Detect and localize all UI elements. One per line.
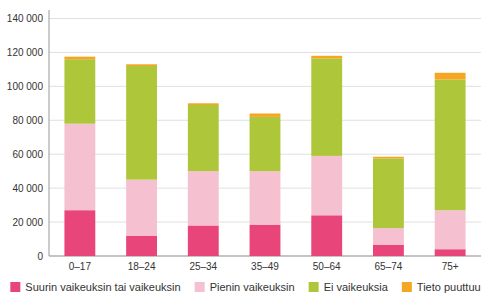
chart: Suurin vaikeuksin tai vaikeuksin Pienin v… <box>0 0 491 302</box>
legend-label: Tieto puuttuu <box>417 281 481 293</box>
legend-item: Suurin vaikeuksin tai vaikeuksin <box>10 281 180 293</box>
bar <box>64 57 95 60</box>
x-tick-label: 35–49 <box>251 261 279 272</box>
y-axis-line <box>49 10 50 256</box>
bar <box>311 56 342 59</box>
page: {"chart_data": {"type": "bar", "stacked"… <box>0 0 491 302</box>
bar <box>188 103 219 105</box>
y-tick-label: 80 000 <box>12 115 43 126</box>
x-tick-label: 0–17 <box>69 261 92 272</box>
x-tick-label: 50–64 <box>313 261 341 272</box>
legend-swatch <box>402 282 412 292</box>
bar <box>126 236 157 256</box>
bar <box>435 210 466 249</box>
series <box>64 58 465 228</box>
legend-label: Pienin vaikeuksin <box>210 281 295 293</box>
bar <box>188 225 219 256</box>
bar <box>126 64 157 66</box>
bar <box>64 124 95 211</box>
x-axis: 0–17 18–24 25–34 35–49 50–64 65–74 75+ <box>69 261 459 272</box>
bar <box>250 171 281 224</box>
grid-line <box>49 52 481 53</box>
y-tick-label: 40 000 <box>12 183 43 194</box>
bar <box>64 59 95 123</box>
y-tick-label: 120 000 <box>7 47 44 58</box>
y-tick-label: 100 000 <box>7 81 44 92</box>
y-tick-label: 20 000 <box>12 217 43 228</box>
y-tick-label: 0 <box>37 251 43 262</box>
legend-swatch <box>10 282 20 292</box>
bar <box>311 215 342 256</box>
bar <box>250 225 281 256</box>
bar <box>126 180 157 236</box>
bar <box>435 73 466 80</box>
bar <box>373 228 404 245</box>
legend-label: Suurin vaikeuksin tai vaikeuksin <box>25 281 180 293</box>
grid-line <box>49 86 481 87</box>
series <box>64 56 465 159</box>
bar <box>373 245 404 256</box>
bar <box>250 113 281 116</box>
grid <box>49 18 481 256</box>
legend-swatch <box>195 282 205 292</box>
x-tick-label: 25–34 <box>189 261 217 272</box>
legend-item: Ei vaikeuksia <box>309 281 389 293</box>
y-axis: 0 20 000 40 000 60 000 80 000 100 000 120 000 1… <box>7 10 481 262</box>
x-tick-label: 18–24 <box>128 261 156 272</box>
grid-line <box>49 18 481 19</box>
bar <box>188 105 219 171</box>
bar <box>435 80 466 211</box>
bars <box>64 56 465 256</box>
bar <box>250 117 281 171</box>
bar <box>311 156 342 215</box>
bar <box>373 158 404 228</box>
legend-item: Pienin vaikeuksin <box>195 281 295 293</box>
bar <box>126 66 157 180</box>
y-tick-label: 60 000 <box>12 149 43 160</box>
x-tick-label: 75+ <box>442 261 459 272</box>
legend-label: Ei vaikeuksia <box>324 281 389 293</box>
legend: Suurin vaikeuksin tai vaikeuksin Pienin v… <box>10 281 480 293</box>
x-tick-label: 65–74 <box>375 261 403 272</box>
bar <box>64 210 95 256</box>
y-tick-label: 140 000 <box>7 13 44 24</box>
legend-swatch <box>309 282 319 292</box>
bar <box>311 58 342 156</box>
bar <box>188 171 219 225</box>
bar <box>435 249 466 256</box>
legend-item: Tieto puuttuu <box>402 281 481 293</box>
bar <box>373 157 404 159</box>
